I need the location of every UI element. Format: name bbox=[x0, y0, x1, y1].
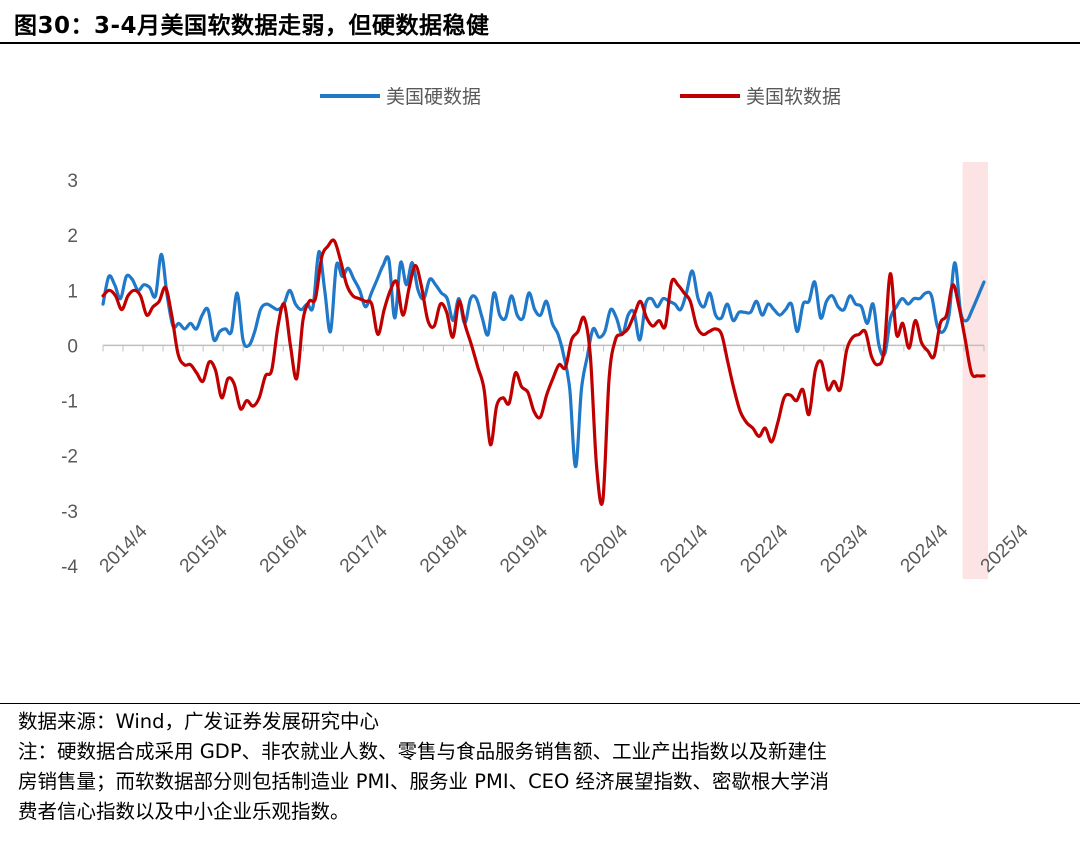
x-tick-label: 2016/4 bbox=[256, 521, 312, 577]
series-line-hard-data bbox=[101, 250, 986, 469]
note-line-2: 房销售量；而软数据部分则包括制造业 PMI、服务业 PMI、CEO 经济展望指数… bbox=[18, 770, 830, 793]
y-axis-ticks: 3 2 1 0 -1 -2 -3 -4 bbox=[61, 171, 78, 578]
series-lines bbox=[101, 238, 986, 506]
y-tick-label: -4 bbox=[61, 557, 78, 578]
x-tick-label: 2018/4 bbox=[416, 521, 472, 577]
y-tick-label: -3 bbox=[61, 502, 78, 523]
y-tick-label: 1 bbox=[67, 281, 78, 302]
notes: 数据来源：Wind，广发证券发展研究中心 注：硬数据合成采用 GDP、非农就业人… bbox=[18, 707, 1068, 827]
x-tick-label: 2017/4 bbox=[336, 521, 392, 577]
y-tick-label: -1 bbox=[61, 392, 78, 413]
y-tick-label: 2 bbox=[67, 226, 78, 247]
highlight-region bbox=[962, 162, 988, 579]
y-tick-label: 3 bbox=[67, 171, 78, 192]
legend-label: 美国硬数据 bbox=[386, 86, 481, 108]
y-tick-label: 0 bbox=[67, 336, 78, 357]
x-tick-label: 2015/4 bbox=[176, 521, 232, 577]
x-tick-label: 2020/4 bbox=[576, 521, 632, 577]
x-tick-label: 2024/4 bbox=[897, 521, 953, 577]
x-tick-label: 2021/4 bbox=[656, 521, 712, 577]
legend-label: 美国软数据 bbox=[746, 86, 841, 108]
notes-rule bbox=[0, 703, 1080, 704]
x-tick-label: 2023/4 bbox=[817, 521, 873, 577]
x-tick-label: 2014/4 bbox=[96, 521, 152, 577]
x-tick-label: 2019/4 bbox=[496, 521, 552, 577]
note-line-3: 费者信心指数以及中小企业乐观指数。 bbox=[18, 800, 350, 823]
y-tick-label: -2 bbox=[61, 447, 78, 468]
legend: 美国硬数据 美国软数据 bbox=[320, 86, 841, 108]
source-text: 数据来源：Wind，广发证券发展研究中心 bbox=[18, 710, 380, 733]
title-rule bbox=[0, 42, 1080, 44]
note-line-1: 注：硬数据合成采用 GDP、非农就业人数、零售与食品服务销售额、工业产出指数以及… bbox=[18, 740, 827, 763]
figure-title: 图30：3-4月美国软数据走弱，但硬数据稳健 bbox=[14, 13, 490, 39]
line-chart: 美国硬数据 美国软数据 3 2 1 0 -1 -2 -3 -4 2014/4 2015/4 2016… bbox=[61, 86, 1033, 579]
x-axis-ticks: 2014/4 2015/4 2016/4 2017/4 2018/4 2019/4 2020… bbox=[96, 521, 1033, 577]
series-line-soft-data bbox=[101, 238, 986, 506]
x-tick-label: 2022/4 bbox=[736, 521, 792, 577]
x-axis-tick-marks bbox=[102, 345, 985, 352]
